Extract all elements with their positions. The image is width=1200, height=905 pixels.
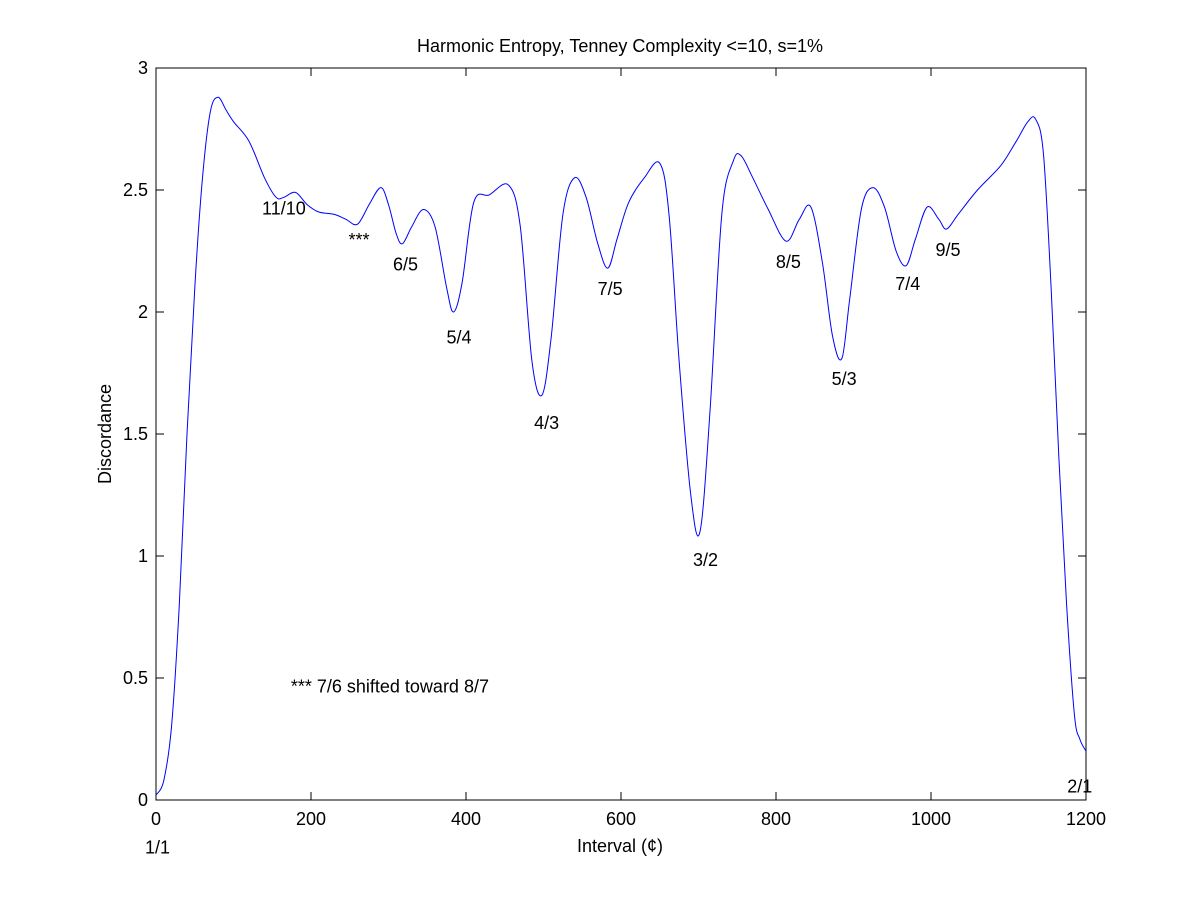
y-tick-label: 1.5 <box>123 424 148 444</box>
ratio-annotation: *** <box>349 230 370 250</box>
y-tick-label: 2.5 <box>123 180 148 200</box>
y-axis-label: Discordance <box>95 384 115 484</box>
ratio-annotation: 2/1 <box>1067 777 1092 797</box>
ratio-annotation: 1/1 <box>145 838 170 858</box>
y-tick-label: 2 <box>138 302 148 322</box>
x-tick-label: 1000 <box>911 809 951 829</box>
ratio-annotation: 5/3 <box>832 369 857 389</box>
ratio-annotation: 11/10 <box>262 198 306 218</box>
plot-frame <box>155 67 1087 801</box>
x-axis-label: Interval (¢) <box>577 836 663 856</box>
footnote-text: *** 7/6 shifted toward 8/7 <box>291 677 489 697</box>
y-tick-label: 0.5 <box>123 668 148 688</box>
chart-title: Harmonic Entropy, Tenney Complexity <=10… <box>417 36 823 56</box>
ratio-annotation: 8/5 <box>776 252 801 272</box>
x-tick-label: 200 <box>296 809 326 829</box>
tick-label-group: 0 200 400 600 800 1000 1200 0 0.5 1 1.5 2 2.5 3 <box>123 58 1106 829</box>
ratio-annotation: 4/3 <box>534 413 559 433</box>
ratio-annotation: 3/2 <box>693 550 718 570</box>
x-tick-label: 400 <box>451 809 481 829</box>
ratio-annotation: 6/5 <box>393 255 418 275</box>
ratio-annotation: 5/4 <box>447 328 472 348</box>
ratio-annotation: 7/4 <box>895 274 920 294</box>
x-tick-label: 0 <box>151 809 161 829</box>
series-line <box>155 96 1087 796</box>
y-tick-label: 3 <box>138 58 148 78</box>
ratio-annotation: 9/5 <box>936 240 961 260</box>
y-tick-label: 1 <box>138 546 148 566</box>
y-tick-label: 0 <box>138 790 148 810</box>
annotation-group: 1/1 11/10 *** 6/5 5/4 4/3 7/5 3/2 8/5 5/3 7/4 9/5 2/… <box>145 198 1092 857</box>
ratio-annotation: 7/5 <box>598 279 623 299</box>
x-tick-label: 600 <box>606 809 636 829</box>
x-tick-label: 800 <box>761 809 791 829</box>
x-tick-label: 1200 <box>1066 809 1106 829</box>
tick-group <box>155 67 1087 801</box>
